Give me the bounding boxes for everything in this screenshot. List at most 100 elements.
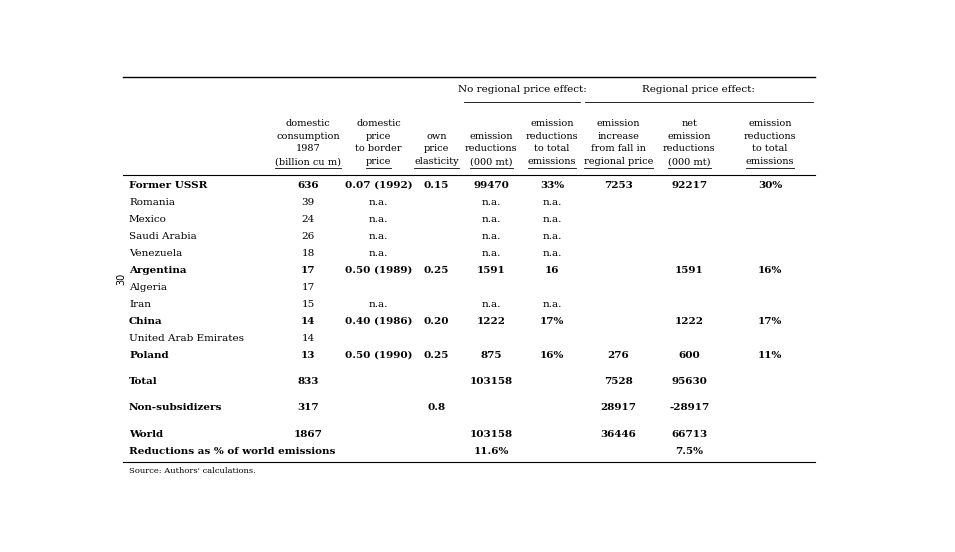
Text: net: net: [681, 119, 697, 128]
Text: 13: 13: [301, 351, 315, 360]
Text: to border: to border: [355, 145, 402, 153]
Text: 28917: 28917: [601, 404, 636, 412]
Text: n.a.: n.a.: [481, 215, 501, 224]
Text: domestic: domestic: [356, 119, 401, 128]
Text: reductions: reductions: [663, 145, 715, 153]
Text: emission: emission: [668, 131, 711, 141]
Text: Total: Total: [129, 377, 158, 386]
Text: 14: 14: [301, 317, 315, 326]
Text: 600: 600: [678, 351, 700, 360]
Text: Poland: Poland: [129, 351, 169, 360]
Text: domestic: domestic: [286, 119, 330, 128]
Text: n.a.: n.a.: [481, 232, 501, 241]
Text: 1222: 1222: [675, 317, 704, 326]
Text: Former USSR: Former USSR: [129, 181, 207, 190]
Text: (billion cu m): (billion cu m): [275, 157, 341, 166]
Text: No regional price effect:: No regional price effect:: [457, 85, 586, 94]
Text: 0.50 (1989): 0.50 (1989): [345, 266, 413, 275]
Text: Argentina: Argentina: [129, 266, 186, 275]
Text: emissions: emissions: [528, 157, 576, 166]
Text: to total: to total: [753, 145, 788, 153]
Text: 0.07 (1992): 0.07 (1992): [345, 181, 413, 190]
Text: 30%: 30%: [758, 181, 782, 190]
Text: (000 mt): (000 mt): [470, 157, 513, 166]
Text: Non-subsidizers: Non-subsidizers: [129, 404, 223, 412]
Text: n.a.: n.a.: [481, 300, 501, 309]
Text: 1591: 1591: [477, 266, 505, 275]
Text: -28917: -28917: [669, 404, 710, 412]
Text: 7253: 7253: [604, 181, 632, 190]
Text: reductions: reductions: [465, 145, 518, 153]
Text: price: price: [424, 145, 449, 153]
Text: n.a.: n.a.: [542, 215, 562, 224]
Text: 103158: 103158: [470, 430, 513, 439]
Text: 17: 17: [301, 266, 315, 275]
Text: n.a.: n.a.: [369, 232, 388, 241]
Text: 16%: 16%: [540, 351, 564, 360]
Text: 1867: 1867: [294, 430, 323, 439]
Text: 1591: 1591: [675, 266, 704, 275]
Text: n.a.: n.a.: [542, 232, 562, 241]
Text: price: price: [366, 131, 392, 141]
Text: n.a.: n.a.: [542, 198, 562, 207]
Text: price: price: [366, 157, 392, 166]
Text: 92217: 92217: [671, 181, 708, 190]
Text: emission: emission: [470, 131, 513, 141]
Text: Reductions as % of world emissions: Reductions as % of world emissions: [129, 447, 335, 456]
Text: 0.8: 0.8: [428, 404, 446, 412]
Text: Venezuela: Venezuela: [129, 249, 182, 258]
Text: n.a.: n.a.: [481, 198, 501, 207]
Text: 1987: 1987: [296, 145, 321, 153]
Text: Source: Authors' calculations.: Source: Authors' calculations.: [129, 468, 256, 475]
Text: 0.20: 0.20: [424, 317, 449, 326]
Text: 14: 14: [302, 334, 315, 343]
Text: n.a.: n.a.: [369, 198, 388, 207]
Text: 17%: 17%: [540, 317, 564, 326]
Text: n.a.: n.a.: [369, 300, 388, 309]
Text: Romania: Romania: [129, 198, 175, 207]
Text: increase: increase: [597, 131, 639, 141]
Text: to total: to total: [534, 145, 570, 153]
Text: reductions: reductions: [744, 131, 796, 141]
Text: emission: emission: [530, 119, 574, 128]
Text: elasticity: elasticity: [414, 157, 458, 166]
Text: n.a.: n.a.: [481, 249, 501, 258]
Text: 7528: 7528: [604, 377, 632, 386]
Text: Iran: Iran: [129, 300, 151, 309]
Text: 11.6%: 11.6%: [474, 447, 509, 456]
Text: 0.25: 0.25: [424, 266, 449, 275]
Text: 16: 16: [544, 266, 560, 275]
Text: 33%: 33%: [540, 181, 564, 190]
Text: 0.50 (1990): 0.50 (1990): [345, 351, 413, 360]
Text: reductions: reductions: [525, 131, 579, 141]
Text: 36446: 36446: [601, 430, 636, 439]
Text: Regional price effect:: Regional price effect:: [643, 85, 755, 94]
Text: 17%: 17%: [757, 317, 782, 326]
Text: 833: 833: [297, 377, 319, 386]
Text: emission: emission: [748, 119, 792, 128]
Text: United Arab Emirates: United Arab Emirates: [129, 334, 244, 343]
Text: 875: 875: [480, 351, 502, 360]
Text: 11%: 11%: [757, 351, 782, 360]
Text: 39: 39: [302, 198, 315, 207]
Text: China: China: [129, 317, 162, 326]
Text: from fall in: from fall in: [591, 145, 646, 153]
Text: emissions: emissions: [746, 157, 795, 166]
Text: n.a.: n.a.: [369, 215, 388, 224]
Text: own: own: [426, 131, 447, 141]
Text: (000 mt): (000 mt): [668, 157, 711, 166]
Text: regional price: regional price: [584, 157, 653, 166]
Text: 7.5%: 7.5%: [675, 447, 703, 456]
Text: 317: 317: [297, 404, 319, 412]
Text: consumption: consumption: [276, 131, 340, 141]
Text: World: World: [129, 430, 163, 439]
Text: 99470: 99470: [474, 181, 509, 190]
Text: Algeria: Algeria: [129, 283, 167, 292]
Text: Saudi Arabia: Saudi Arabia: [129, 232, 197, 241]
Text: 0.25: 0.25: [424, 351, 449, 360]
Text: 26: 26: [302, 232, 315, 241]
Text: 30: 30: [116, 273, 126, 285]
Text: 1222: 1222: [477, 317, 506, 326]
Text: 24: 24: [302, 215, 315, 224]
Text: 636: 636: [297, 181, 319, 190]
